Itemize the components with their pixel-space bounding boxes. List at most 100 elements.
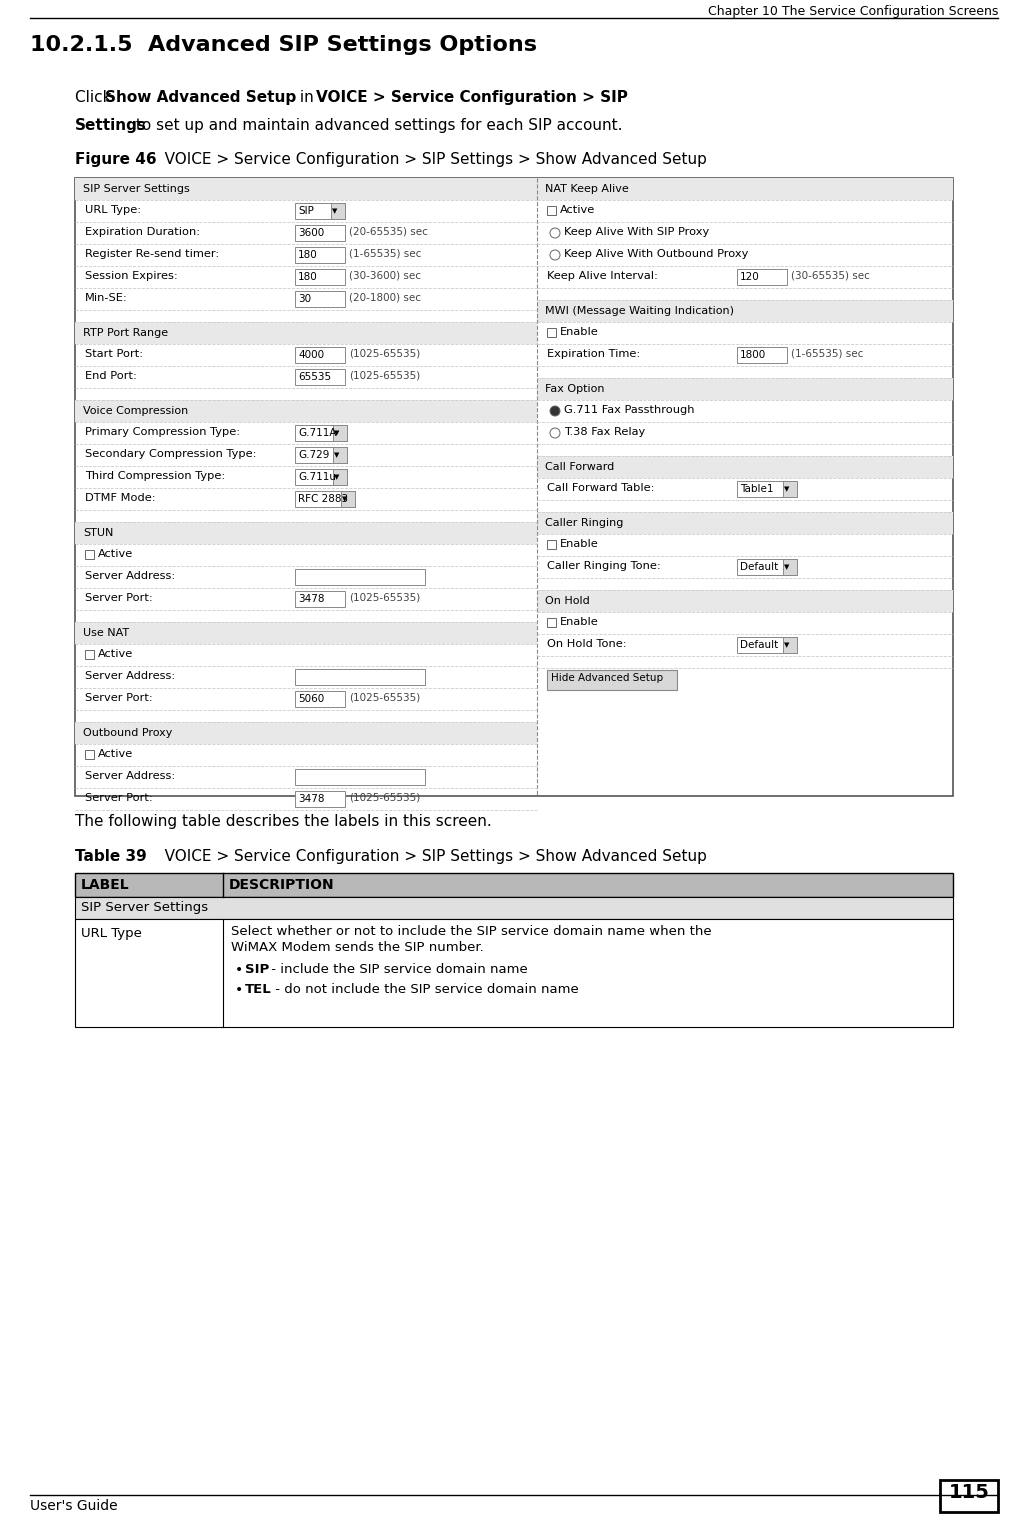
- Bar: [295, 568, 425, 585]
- Text: Primary Compression Type:: Primary Compression Type:: [85, 427, 241, 437]
- Text: RFC 2883: RFC 2883: [298, 494, 348, 504]
- Bar: [295, 447, 347, 463]
- Text: 180: 180: [298, 250, 318, 261]
- Bar: [295, 770, 425, 785]
- Text: (20-1800) sec: (20-1800) sec: [348, 293, 421, 303]
- Text: (1025-65535): (1025-65535): [348, 593, 420, 604]
- Text: Secondary Compression Type:: Secondary Compression Type:: [85, 450, 257, 459]
- Text: Select whether or not to include the SIP service domain name when the: Select whether or not to include the SIP…: [231, 925, 711, 937]
- Text: 1800: 1800: [740, 351, 766, 360]
- Text: Settings: Settings: [75, 117, 147, 133]
- Text: Call Forward Table:: Call Forward Table:: [547, 483, 655, 492]
- Text: - do not include the SIP service domain name: - do not include the SIP service domain …: [271, 983, 579, 997]
- Bar: [547, 671, 677, 690]
- Text: Active: Active: [98, 748, 134, 759]
- Text: 4000: 4000: [298, 351, 324, 360]
- Text: On Hold Tone:: On Hold Tone:: [547, 639, 627, 649]
- Text: The following table describes the labels in this screen.: The following table describes the labels…: [75, 814, 491, 829]
- Text: Outbound Proxy: Outbound Proxy: [83, 728, 173, 738]
- Text: Expiration Duration:: Expiration Duration:: [85, 227, 200, 238]
- Text: Server Port:: Server Port:: [85, 693, 153, 703]
- Text: 3600: 3600: [298, 229, 324, 238]
- Text: VOICE > Service Configuration > SIP: VOICE > Service Configuration > SIP: [316, 90, 628, 105]
- Text: 30: 30: [298, 294, 311, 303]
- Bar: [737, 347, 787, 363]
- Bar: [75, 178, 953, 796]
- Bar: [295, 491, 355, 507]
- Bar: [547, 619, 556, 626]
- Text: 10.2.1.5  Advanced SIP Settings Options: 10.2.1.5 Advanced SIP Settings Options: [30, 35, 537, 55]
- Text: Call Forward: Call Forward: [545, 462, 615, 472]
- Text: ▼: ▼: [342, 495, 347, 501]
- Text: SIP: SIP: [298, 206, 314, 216]
- Text: ▼: ▼: [334, 430, 339, 436]
- Bar: [783, 559, 797, 575]
- Bar: [333, 425, 347, 440]
- Text: URL Type: URL Type: [81, 927, 142, 940]
- Text: (1025-65535): (1025-65535): [348, 349, 420, 360]
- Bar: [295, 469, 347, 485]
- Text: Server Address:: Server Address:: [85, 771, 175, 780]
- Bar: [295, 203, 345, 219]
- Text: Table1: Table1: [740, 485, 773, 494]
- Bar: [737, 637, 797, 652]
- Bar: [295, 247, 345, 264]
- Text: TEL: TEL: [245, 983, 271, 997]
- Text: Use NAT: Use NAT: [83, 628, 130, 639]
- Bar: [75, 322, 537, 344]
- Text: URL Type:: URL Type:: [85, 206, 141, 215]
- Text: Session Expires:: Session Expires:: [85, 271, 178, 280]
- Bar: [75, 898, 953, 919]
- Text: Enable: Enable: [560, 328, 598, 337]
- Text: Start Port:: Start Port:: [85, 349, 143, 360]
- Bar: [295, 690, 345, 707]
- Text: MWI (Message Waiting Indication): MWI (Message Waiting Indication): [545, 306, 734, 315]
- Bar: [85, 750, 94, 759]
- Text: (30-65535) sec: (30-65535) sec: [791, 271, 870, 280]
- Text: 65535: 65535: [298, 372, 331, 383]
- Text: Enable: Enable: [560, 539, 598, 549]
- Bar: [85, 550, 94, 559]
- Text: Voice Compression: Voice Compression: [83, 405, 188, 416]
- Bar: [783, 482, 797, 497]
- Bar: [85, 651, 94, 658]
- Text: (1025-65535): (1025-65535): [348, 693, 420, 703]
- Text: 3478: 3478: [298, 594, 325, 604]
- Bar: [940, 1480, 998, 1512]
- Bar: [295, 226, 345, 241]
- Bar: [295, 591, 345, 607]
- Bar: [783, 637, 797, 652]
- Bar: [547, 539, 556, 549]
- Text: ▼: ▼: [784, 486, 790, 492]
- Text: DTMF Mode:: DTMF Mode:: [85, 492, 155, 503]
- Text: Default: Default: [740, 562, 778, 572]
- Bar: [537, 300, 953, 322]
- Text: Chapter 10 The Service Configuration Screens: Chapter 10 The Service Configuration Scr…: [707, 5, 998, 18]
- Text: ▼: ▼: [334, 453, 339, 459]
- Text: 180: 180: [298, 271, 318, 282]
- Circle shape: [550, 405, 560, 416]
- Text: Caller Ringing: Caller Ringing: [545, 518, 623, 527]
- Text: Caller Ringing Tone:: Caller Ringing Tone:: [547, 561, 661, 572]
- Bar: [295, 369, 345, 386]
- Text: Table 39: Table 39: [75, 849, 147, 864]
- Circle shape: [550, 229, 560, 238]
- Text: End Port:: End Port:: [85, 370, 137, 381]
- Bar: [295, 669, 425, 684]
- Text: VOICE > Service Configuration > SIP Settings > Show Advanced Setup: VOICE > Service Configuration > SIP Sett…: [150, 152, 707, 168]
- Text: ▼: ▼: [784, 642, 790, 648]
- Bar: [537, 178, 953, 200]
- Bar: [295, 347, 345, 363]
- Text: Active: Active: [98, 649, 134, 658]
- Text: T.38 Fax Relay: T.38 Fax Relay: [564, 427, 646, 437]
- Bar: [333, 469, 347, 485]
- Bar: [75, 722, 537, 744]
- Bar: [737, 482, 797, 497]
- Text: Keep Alive With SIP Proxy: Keep Alive With SIP Proxy: [564, 227, 709, 238]
- Text: Keep Alive Interval:: Keep Alive Interval:: [547, 271, 658, 280]
- Text: ▼: ▼: [334, 474, 339, 480]
- Text: Expiration Time:: Expiration Time:: [547, 349, 640, 360]
- Text: Figure 46: Figure 46: [75, 152, 156, 168]
- Text: Keep Alive With Outbound Proxy: Keep Alive With Outbound Proxy: [564, 248, 748, 259]
- Bar: [331, 203, 345, 219]
